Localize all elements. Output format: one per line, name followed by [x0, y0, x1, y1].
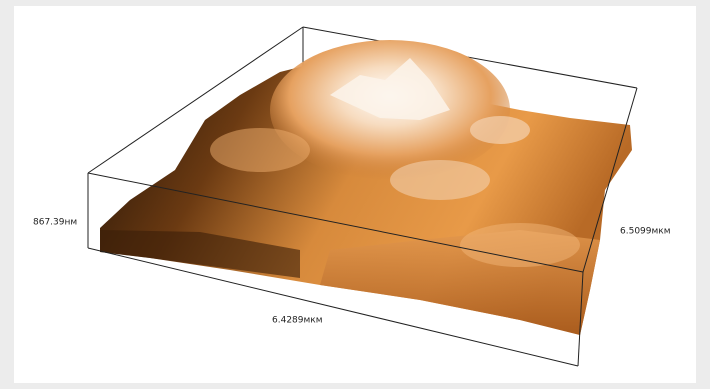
box-front — [87, 87, 638, 367]
ridge — [210, 128, 310, 172]
ridge — [390, 160, 490, 200]
depth-label: 6.5099мкм — [620, 227, 671, 237]
width-label: 6.4289мкм — [272, 316, 323, 326]
ridge — [460, 223, 580, 267]
shadow — [100, 230, 300, 278]
peak — [330, 58, 450, 120]
height-label: 867.39нм — [33, 218, 77, 228]
ridge — [470, 116, 530, 144]
